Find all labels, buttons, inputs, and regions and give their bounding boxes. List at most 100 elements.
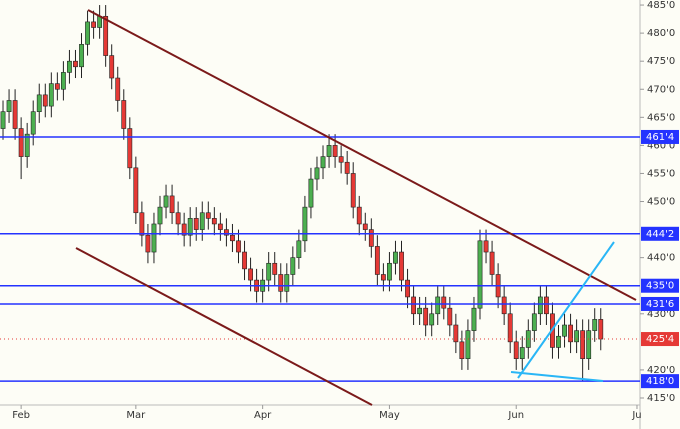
candle-body <box>121 100 127 129</box>
candle-body <box>429 313 435 326</box>
candle-body <box>531 313 537 331</box>
candle-body <box>230 234 235 242</box>
level-label: 431'6 <box>646 299 674 310</box>
candle-body <box>519 347 525 359</box>
level-label-box <box>641 374 679 389</box>
candle-body <box>217 223 223 230</box>
candle-body <box>236 240 241 253</box>
level-label: 418'0 <box>646 376 674 387</box>
candle-body <box>163 195 169 208</box>
candle-body <box>320 156 326 169</box>
y-tick-label: 455'0 <box>647 168 675 179</box>
candle-body <box>151 223 157 253</box>
level-label-box <box>641 226 679 241</box>
candle-body <box>477 240 483 309</box>
y-tick-label: 480'0 <box>647 28 675 39</box>
candle-body <box>187 218 193 236</box>
candle-body <box>326 145 332 157</box>
level-label-box <box>641 296 679 311</box>
candle-body <box>411 296 416 315</box>
candle-body <box>266 262 272 281</box>
candle-body <box>598 319 604 340</box>
trend-line <box>510 371 604 382</box>
candle-body <box>79 44 84 68</box>
level-label: 461'4 <box>646 132 674 143</box>
candle-body <box>248 268 253 281</box>
candle-body <box>36 94 42 113</box>
candle-body <box>332 145 338 157</box>
trend-line <box>75 247 373 406</box>
candle-body <box>344 161 350 174</box>
candle-body <box>544 296 549 315</box>
x-tick-label: May <box>379 410 400 421</box>
trend-line <box>87 9 637 301</box>
candle-body <box>507 313 513 343</box>
level-label: 435'0 <box>646 281 674 292</box>
candle-body <box>368 229 374 247</box>
candle-body <box>459 341 465 359</box>
candle-body <box>278 274 284 292</box>
y-tick-label: 440'0 <box>647 253 675 264</box>
candle-body <box>513 341 519 359</box>
y-tick-label: 470'0 <box>647 84 675 95</box>
candle-body <box>537 296 543 315</box>
candle-body <box>169 195 175 214</box>
candle-body <box>556 335 561 348</box>
candle-body <box>562 324 567 337</box>
y-tick-label: 485'0 <box>647 0 675 11</box>
candle-body <box>30 111 36 135</box>
candle-body <box>435 296 441 315</box>
candle-body <box>115 77 121 101</box>
candle-body <box>453 324 459 343</box>
candle-body <box>18 128 24 157</box>
candle-body <box>24 133 30 157</box>
axis-labels: 485'0 480'0 475'0 470'0 465'0 460'0 455'0 450'0… <box>12 0 679 421</box>
candle-body <box>441 296 447 309</box>
candle-body <box>465 330 471 359</box>
y-tick-label: 430'0 <box>647 309 675 320</box>
candle-body <box>42 94 48 107</box>
candle-body <box>127 128 133 169</box>
candle-body <box>501 296 507 315</box>
candle-body <box>308 178 314 208</box>
candle-body <box>181 223 187 236</box>
candle-body <box>224 229 229 236</box>
candle-body <box>67 60 72 73</box>
candle-body <box>48 83 54 107</box>
candle-body <box>175 212 181 225</box>
y-tick-label: 475'0 <box>647 56 675 67</box>
candle-body <box>91 21 96 28</box>
candle-body <box>580 330 586 359</box>
candle-body <box>483 240 489 253</box>
x-tick-label: Feb <box>12 410 30 421</box>
x-tick-label: Apr <box>254 410 272 421</box>
candle-body <box>242 251 247 270</box>
candle-body <box>393 251 398 264</box>
y-tick-label: 450'0 <box>647 197 675 208</box>
candle-body <box>205 212 211 219</box>
candle-body <box>314 167 320 180</box>
candle-body <box>139 212 145 236</box>
candle-body <box>199 212 205 230</box>
level-label-box <box>641 278 679 293</box>
level-label: 444'2 <box>646 229 674 240</box>
candle-body <box>133 167 139 214</box>
candle-body <box>12 100 18 129</box>
trend-line <box>517 241 615 379</box>
x-tick-label: Mar <box>126 410 146 421</box>
candle-body <box>356 206 362 225</box>
candle-body <box>73 60 78 68</box>
candle-body <box>350 173 356 208</box>
candle-body <box>109 55 115 79</box>
y-tick-label: 415'0 <box>647 393 675 404</box>
x-tick-label: Ju <box>631 410 641 421</box>
candle-body <box>417 307 423 315</box>
candle-body <box>284 274 290 292</box>
candle-body <box>380 274 386 281</box>
candle-body <box>586 330 592 359</box>
candle-body <box>145 234 151 253</box>
candle-body <box>447 307 453 326</box>
candle-body <box>157 206 163 225</box>
candle-body <box>54 83 60 90</box>
